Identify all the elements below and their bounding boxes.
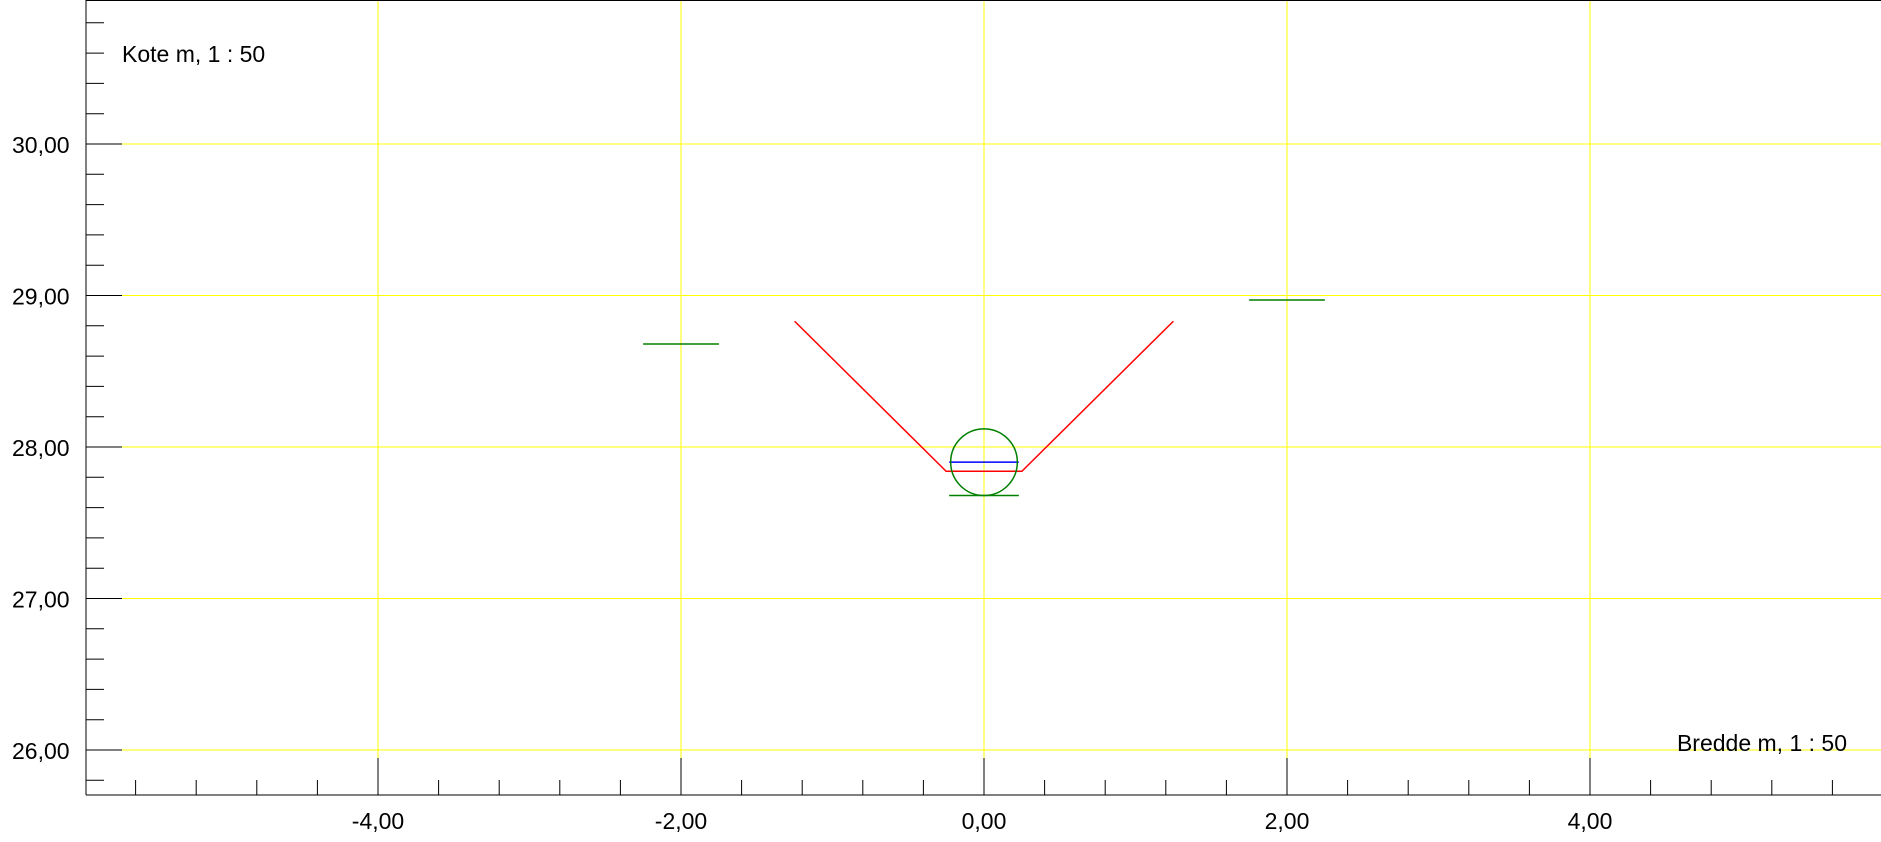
- y-tick-label: 29,00: [12, 284, 70, 310]
- y-axis-label: Kote m, 1 : 50: [122, 41, 265, 67]
- pipe-circle: [949, 428, 1019, 497]
- x-axis-label: Bredde m, 1 : 50: [1677, 730, 1847, 756]
- y-tick-label: 28,00: [12, 435, 70, 461]
- y-tick-label: 26,00: [12, 738, 70, 764]
- ticks: [86, 22, 1833, 795]
- x-tick-label: -2,00: [655, 808, 707, 834]
- marks: [643, 299, 1325, 497]
- x-tick-label: 2,00: [1265, 808, 1310, 834]
- y-tick-label: 27,00: [12, 587, 70, 613]
- grid: [86, 0, 1881, 795]
- x-tick-label: -4,00: [352, 808, 404, 834]
- x-tick-label: 0,00: [962, 808, 1007, 834]
- x-tick-label: 4,00: [1568, 808, 1613, 834]
- tick-labels: -4,00 -2,00 0,00 2,00 4,00 26,00 27,00 28,00 29,…: [12, 132, 1612, 834]
- y-tick-label: 30,00: [12, 132, 70, 158]
- trench-line: [794, 320, 1174, 472]
